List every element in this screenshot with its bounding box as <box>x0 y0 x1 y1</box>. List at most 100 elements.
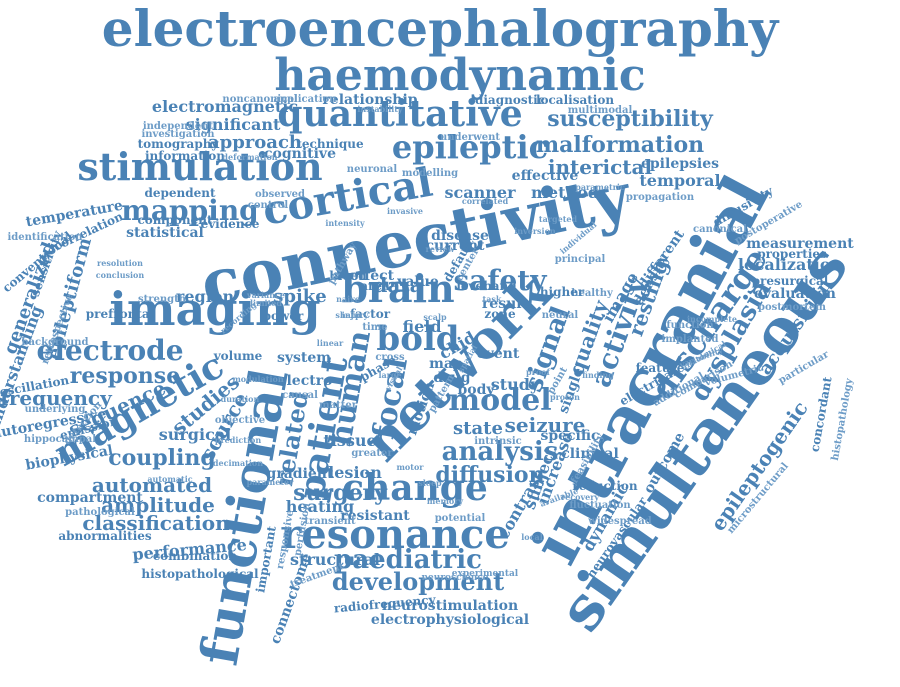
word-objective: objective <box>215 415 265 426</box>
word-interictal: interictal <box>548 155 653 179</box>
word-histopathological: histopathological <box>141 567 259 581</box>
word-cross: cross <box>375 352 405 363</box>
word-widespread: widespread <box>587 516 652 527</box>
word-quantitative: quantitative <box>277 93 522 135</box>
word-epilepsies: epilepsies <box>641 156 719 172</box>
word-layer: electroencephalographyhaemodynamicconnec… <box>0 0 862 670</box>
word-value: value <box>396 274 439 290</box>
word-dependent: dependent <box>144 186 216 200</box>
word-lesion: lesion <box>328 463 382 482</box>
word-level: level <box>456 279 488 293</box>
word-linear: linear <box>317 338 344 348</box>
word-disease: disease <box>431 228 489 244</box>
word-duration: duration <box>221 394 260 404</box>
word-recovery: recovery <box>561 492 599 502</box>
word-function: function <box>666 320 714 331</box>
word-study: study <box>491 375 540 394</box>
word-independent: independent <box>143 121 214 132</box>
word-area: area <box>360 279 390 293</box>
word-electrode: electrode <box>36 334 183 367</box>
word-current: current <box>425 238 485 254</box>
word-paediatric: paediatric <box>334 545 482 575</box>
word-frequency: frequency <box>0 386 113 410</box>
word-time: time <box>362 322 387 333</box>
word-application: application <box>274 94 338 105</box>
word-principal: principal <box>555 254 606 265</box>
word-parameter: parameter <box>247 477 295 487</box>
word-automated: automated <box>92 473 212 497</box>
word-modelling: modelling <box>402 168 458 179</box>
word-feature: feature <box>636 361 685 375</box>
word-power: power <box>263 309 304 323</box>
word-epileptic: epileptic <box>392 128 548 166</box>
word-motor: motor <box>396 462 424 472</box>
word-fluctuation: fluctuation <box>569 500 631 511</box>
word-surgical: surgical <box>159 425 232 444</box>
word-deformation: deformation <box>222 152 277 162</box>
word-experimental: experimental <box>452 569 519 579</box>
word-finding: finding <box>582 370 614 380</box>
word-clinical: clinical <box>561 446 619 462</box>
word-blood: blood <box>329 269 367 283</box>
word-safety: safety <box>454 264 548 297</box>
word-memory: memory <box>427 496 464 506</box>
word-susceptibility: susceptibility <box>547 106 714 132</box>
word-canonical: canonical <box>693 224 747 235</box>
word-electroencephalography: electroencephalography <box>102 0 780 58</box>
word-surgery: surgery <box>293 480 388 506</box>
word-greater: greater <box>351 448 393 459</box>
word-limited: limited <box>250 298 282 308</box>
word-brain: brain <box>341 266 454 311</box>
word-sharp: sharp <box>335 310 361 320</box>
word-targeted: targeted <box>539 214 578 224</box>
word-neuronal: neuronal <box>347 164 398 175</box>
word-automatic: automatic <box>147 474 192 484</box>
word-reduction: reduction <box>572 479 637 493</box>
word-development: development <box>332 567 504 596</box>
word-injury: injury <box>342 310 369 320</box>
word-parametric: parametric <box>575 182 625 192</box>
word-causal: causal <box>282 390 318 401</box>
word-mapping: mapping <box>121 194 259 227</box>
word-underlying: underlying <box>25 404 86 415</box>
word-method: method <box>531 183 599 202</box>
word-conclusion: conclusion <box>96 270 145 280</box>
word-pathological: pathological <box>65 507 135 518</box>
word-identification: identification <box>7 232 83 243</box>
word-significant: significant <box>186 115 281 134</box>
word-potential: potential <box>435 513 486 524</box>
word-data: data <box>373 273 422 297</box>
word-volume: volume <box>213 349 263 363</box>
word-proof: proof <box>526 367 550 377</box>
word-system: system <box>277 350 331 366</box>
word-change: change <box>342 467 488 509</box>
word-body: body <box>457 382 495 398</box>
word-multimodal: multimodal <box>568 105 633 116</box>
word-evidence: evidence <box>201 217 260 231</box>
word-healthy: healthy <box>571 288 614 299</box>
word-underwent: underwent <box>440 132 500 143</box>
word-heating: heating <box>286 497 354 516</box>
word-electro: electro <box>278 373 333 389</box>
word-invasive: invasive <box>387 206 423 216</box>
word-effect: effect <box>350 268 395 284</box>
word-intensity: intensity <box>325 218 365 228</box>
word-large: large <box>378 370 401 380</box>
word-inversion: inversion <box>514 226 556 236</box>
word-background: background <box>22 337 89 348</box>
word-hippocampal: hippocampal <box>24 434 96 445</box>
word-analysis: analysis <box>442 437 559 467</box>
word-tomography: tomography <box>138 137 220 151</box>
word-seizure: seizure <box>505 413 586 437</box>
word-variance: variance <box>246 290 285 300</box>
word-implanted: implanted <box>662 334 719 345</box>
word-proton: proton <box>550 392 580 402</box>
word-tissue: tissue <box>323 431 376 450</box>
word-structural: structural <box>290 550 380 569</box>
word-malformation: malformation <box>536 132 704 158</box>
word-strength: strength <box>138 294 187 305</box>
word-evaluation: evaluation <box>754 286 836 302</box>
word-noncanonical: noncanonical <box>222 94 297 105</box>
word-scalp: scalp <box>423 312 447 322</box>
